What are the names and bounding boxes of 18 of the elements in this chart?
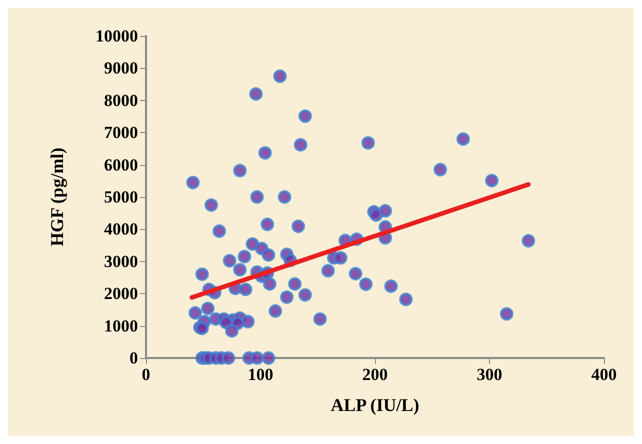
y-tick-label: 3000 [104, 252, 138, 271]
x-tick-label: 400 [591, 365, 617, 384]
y-tick-label: 5000 [104, 188, 138, 206]
x-axis-title: ALP (IU/L) [330, 395, 420, 415]
y-tick-label: 10000 [96, 26, 138, 46]
y-tick-label: 9000 [104, 58, 138, 78]
y-axis-title: HGF (pg/ml) [47, 148, 67, 246]
x-tick-label: 300 [476, 365, 502, 384]
y-tick-label: 7000 [104, 123, 138, 142]
y-tick-label: 2000 [104, 284, 138, 304]
x-tick-label: 100 [248, 365, 274, 384]
y-tick-label: 1000 [104, 316, 138, 336]
x-tick-label: 0 [142, 365, 150, 384]
y-tick-label: 0 [130, 348, 138, 368]
y-tick-label: 4000 [104, 220, 138, 239]
y-tick-label: 6000 [104, 155, 138, 174]
x-tick-label: 200 [362, 365, 388, 384]
y-tick-label: 8000 [104, 90, 138, 110]
